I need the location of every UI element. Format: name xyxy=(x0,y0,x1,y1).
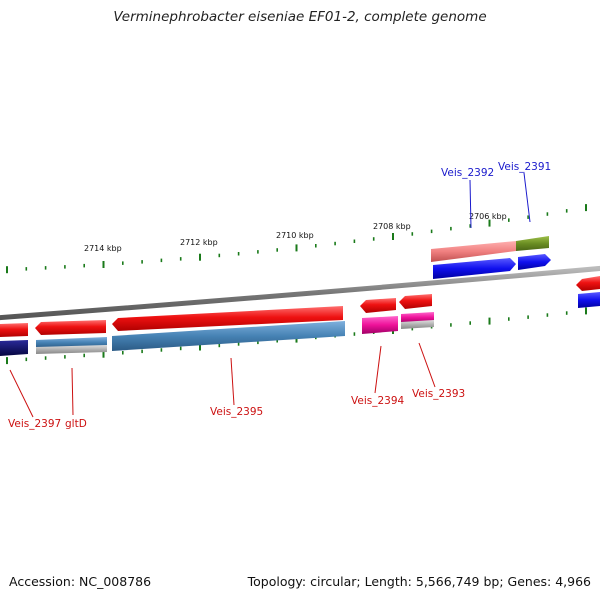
label-leaders xyxy=(9,172,531,418)
gene-right-edge-red-cds[interactable] xyxy=(576,276,600,291)
gene-veis-2395-feature[interactable] xyxy=(112,321,345,351)
gene-veis-2392-feature[interactable] xyxy=(431,241,516,262)
accession-text: Accession: NC_008786 xyxy=(9,574,152,589)
scale-label-2706: 2706 kbp xyxy=(469,212,507,221)
gene-gltd-feature-gray[interactable] xyxy=(36,345,107,354)
gene-veis-2394-cds[interactable] xyxy=(360,298,396,313)
leader-veis-2393 xyxy=(418,342,436,388)
genome-summary-text: Topology: circular; Length: 5,566,749 bp… xyxy=(247,574,591,589)
label-veis-2395[interactable]: Veis_2395 xyxy=(210,406,263,418)
gene-right-edge-blue-cds[interactable] xyxy=(578,292,600,308)
scale-label-2710: 2710 kbp xyxy=(276,231,314,240)
leader-gltd xyxy=(71,367,74,416)
gene-veis-2393-feature[interactable] xyxy=(401,312,434,323)
gene-veis-2391-feature[interactable] xyxy=(516,236,549,251)
scale-label-2714: 2714 kbp xyxy=(84,244,122,253)
genome-backbone xyxy=(0,265,600,321)
gene-veis-2395-cds[interactable] xyxy=(112,306,343,331)
leader-veis-2395 xyxy=(230,357,235,406)
forward-strand-track xyxy=(431,236,600,308)
label-veis-2394[interactable]: Veis_2394 xyxy=(351,395,405,407)
leader-veis-2391 xyxy=(523,172,531,223)
scale-label-2712: 2712 kbp xyxy=(180,238,218,247)
gene-veis-2391-cds[interactable] xyxy=(518,254,551,270)
gene-gltd-feature[interactable] xyxy=(36,337,107,348)
scale-labels: 2714 kbp 2712 kbp 2710 kbp 2708 kbp 2706… xyxy=(84,212,507,253)
label-veis-2392[interactable]: Veis_2392 xyxy=(441,167,494,179)
gene-veis-2393-feature-gray[interactable] xyxy=(401,320,434,329)
leader-veis-2392 xyxy=(469,179,472,229)
leader-veis-2397 xyxy=(9,369,34,418)
gene-veis-2397-feature[interactable] xyxy=(0,340,28,356)
gene-veis-2392-cds[interactable] xyxy=(433,258,516,279)
gene-veis-2394-feature[interactable] xyxy=(362,316,398,334)
map-title: Verminephrobacter eiseniae EF01-2, compl… xyxy=(113,9,487,25)
label-veis-2397[interactable]: Veis_2397 xyxy=(8,418,61,430)
scale-label-2708: 2708 kbp xyxy=(373,222,411,231)
leader-veis-2394 xyxy=(374,345,382,394)
gene-labels: Veis_2392 Veis_2391 Veis_2397 gltD Veis_… xyxy=(8,161,551,430)
reverse-strand-track xyxy=(0,294,434,356)
label-veis-2393[interactable]: Veis_2393 xyxy=(412,388,465,400)
outer-tick-row xyxy=(6,204,587,274)
label-gltd[interactable]: gltD xyxy=(65,418,87,430)
gene-veis-2397-cds[interactable] xyxy=(0,323,28,337)
gene-veis-2393-cds[interactable] xyxy=(399,294,432,309)
label-veis-2391[interactable]: Veis_2391 xyxy=(498,161,551,173)
gene-gltd-cds[interactable] xyxy=(35,320,106,335)
